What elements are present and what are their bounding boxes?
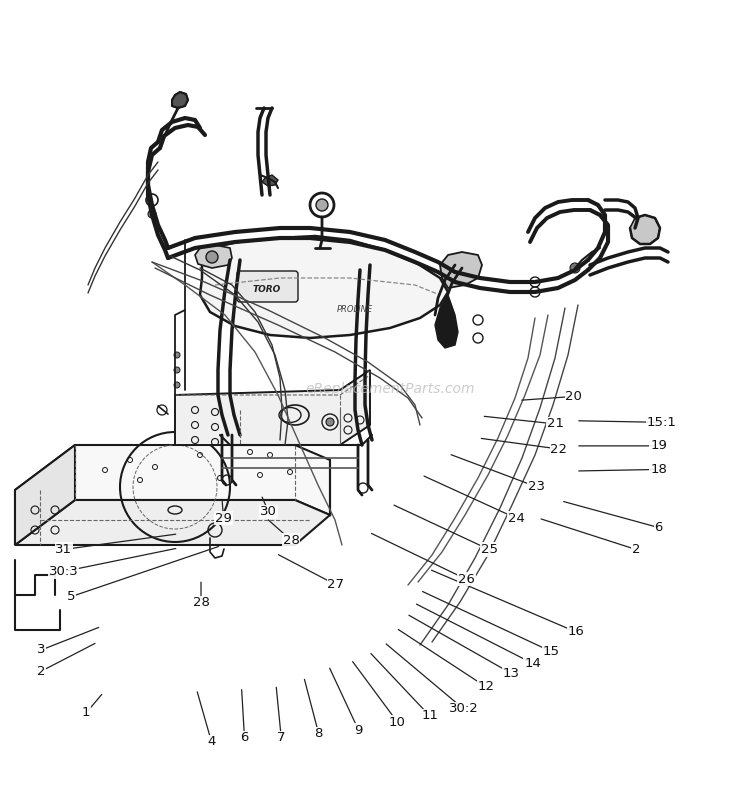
Text: 7: 7 (277, 732, 286, 744)
Text: 10: 10 (389, 716, 406, 728)
Text: TORO: TORO (253, 284, 281, 294)
Text: eReplacementParts.com: eReplacementParts.com (305, 382, 475, 396)
Text: 1: 1 (82, 706, 91, 719)
Circle shape (174, 352, 180, 358)
Polygon shape (630, 215, 660, 244)
Text: 5: 5 (67, 590, 76, 603)
Circle shape (570, 263, 580, 273)
Text: 22: 22 (550, 443, 567, 455)
Text: 4: 4 (207, 736, 216, 748)
Text: 15: 15 (543, 645, 560, 658)
Text: 23: 23 (528, 480, 544, 493)
Text: 3: 3 (37, 644, 46, 656)
Text: 6: 6 (654, 521, 663, 534)
Text: 16: 16 (568, 626, 584, 638)
Circle shape (326, 418, 334, 426)
Text: 15:1: 15:1 (646, 416, 676, 429)
Polygon shape (172, 92, 188, 108)
Text: PROLINE: PROLINE (337, 305, 373, 315)
Circle shape (206, 251, 218, 263)
Polygon shape (15, 500, 330, 545)
Text: 30:2: 30:2 (448, 703, 478, 715)
Text: 9: 9 (354, 724, 363, 736)
Polygon shape (15, 445, 75, 545)
Text: 31: 31 (56, 543, 72, 556)
Text: 12: 12 (478, 681, 494, 693)
Polygon shape (15, 445, 330, 545)
FancyBboxPatch shape (237, 271, 298, 302)
Text: 13: 13 (503, 667, 520, 680)
Text: 24: 24 (508, 512, 524, 524)
Text: 26: 26 (458, 573, 475, 586)
Polygon shape (440, 252, 482, 288)
Text: 28: 28 (283, 534, 299, 546)
Polygon shape (435, 295, 458, 348)
Circle shape (316, 199, 328, 211)
Text: 2: 2 (632, 543, 640, 556)
Text: 21: 21 (547, 418, 563, 430)
Polygon shape (195, 245, 232, 268)
Circle shape (174, 367, 180, 373)
Text: 30: 30 (260, 506, 277, 518)
Text: 29: 29 (215, 512, 232, 524)
Text: 8: 8 (314, 728, 323, 740)
Text: 6: 6 (240, 732, 249, 744)
Text: 28: 28 (193, 597, 209, 609)
Text: 25: 25 (481, 543, 497, 556)
Polygon shape (175, 370, 370, 445)
Text: 2: 2 (37, 665, 46, 677)
Polygon shape (200, 236, 448, 338)
Text: 19: 19 (650, 440, 667, 452)
Text: 20: 20 (566, 390, 582, 403)
Text: 14: 14 (524, 657, 541, 670)
Circle shape (174, 382, 180, 388)
Text: 30:3: 30:3 (49, 565, 79, 578)
Text: 11: 11 (422, 710, 438, 722)
Text: 18: 18 (650, 463, 667, 476)
Polygon shape (262, 175, 278, 186)
Text: 27: 27 (328, 579, 344, 591)
Circle shape (148, 210, 156, 218)
